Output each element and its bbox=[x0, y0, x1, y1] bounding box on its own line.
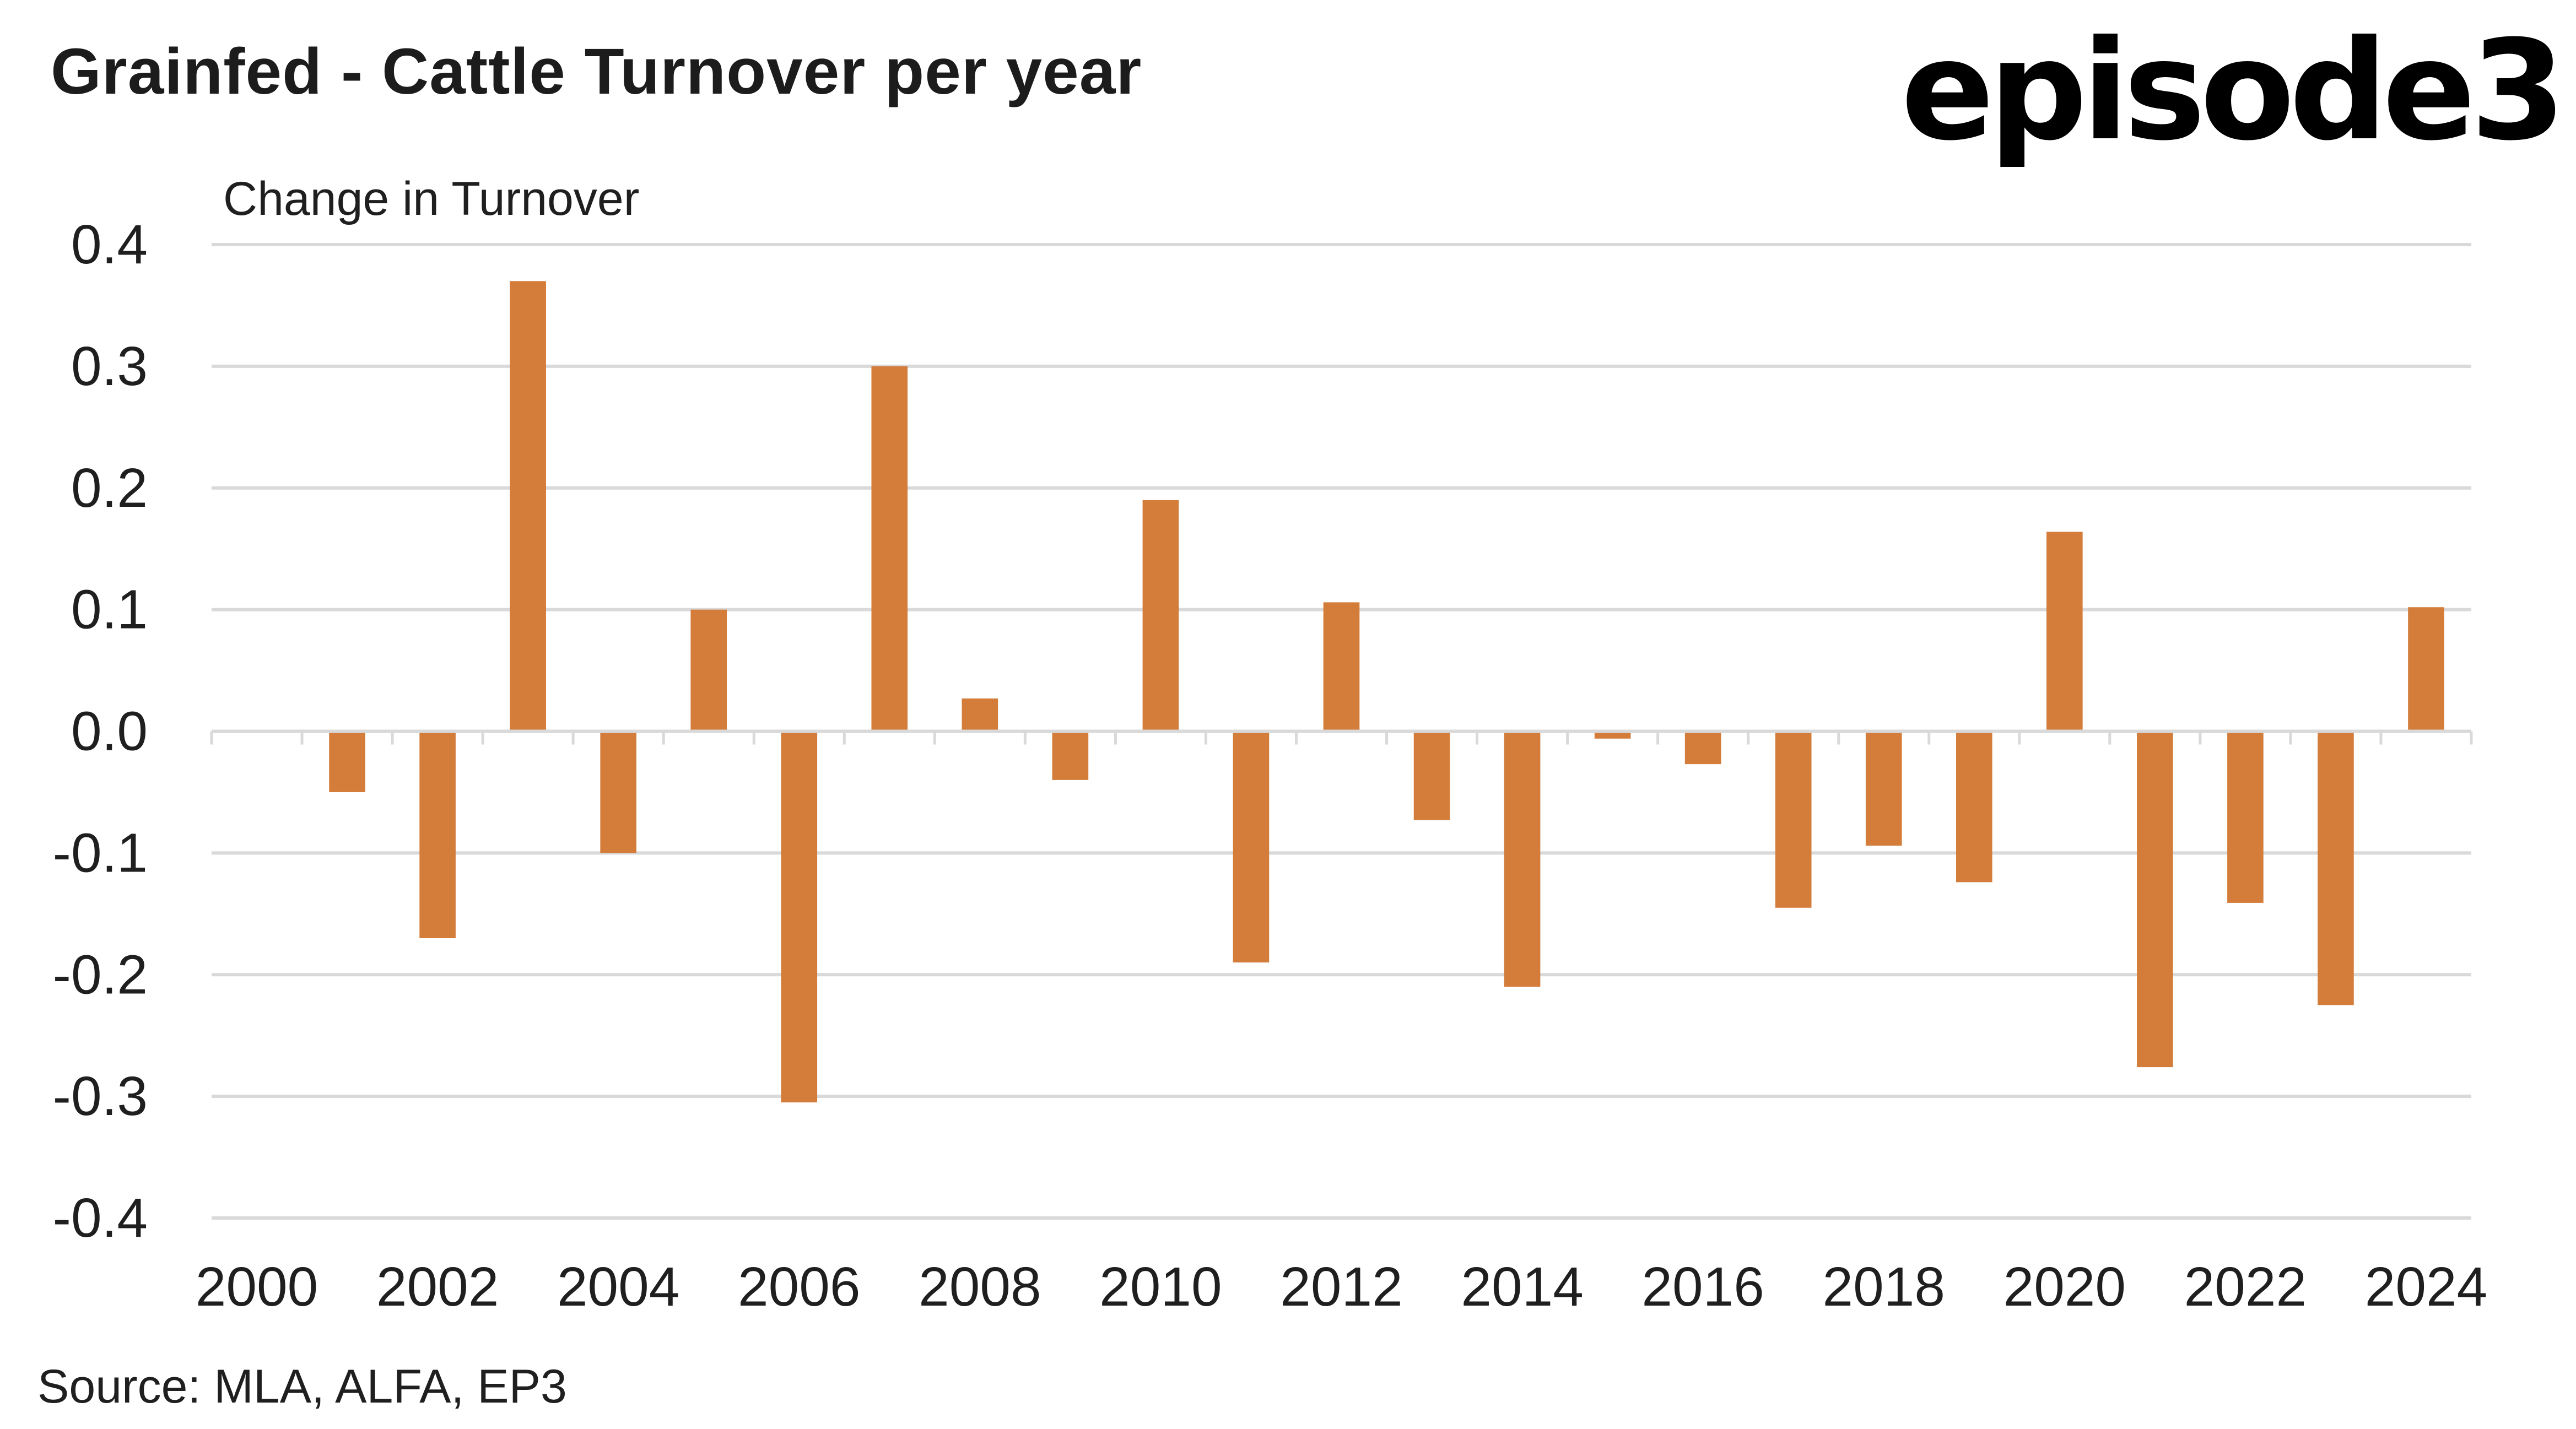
bar-2008 bbox=[962, 698, 998, 732]
episode3-logo: episode3 bbox=[1900, 10, 2566, 171]
x-tick-label: 2010 bbox=[1099, 1256, 1222, 1318]
y-tick-label: -0.1 bbox=[53, 822, 148, 884]
bar-2010 bbox=[1142, 500, 1179, 732]
bar-2021 bbox=[2137, 731, 2173, 1068]
bar-2002 bbox=[419, 731, 456, 938]
y-tick-label: 0.0 bbox=[71, 701, 148, 762]
bar-2019 bbox=[1956, 731, 1992, 883]
x-tick-label: 2000 bbox=[196, 1256, 318, 1318]
bar-2020 bbox=[2046, 532, 2083, 732]
x-tick-label: 2006 bbox=[738, 1256, 860, 1318]
x-tick-label: 2016 bbox=[1641, 1256, 1764, 1318]
y-tick-label: -0.4 bbox=[53, 1187, 148, 1249]
y-axis-label: Change in Turnover bbox=[223, 172, 640, 225]
source-note: Source: MLA, ALFA, EP3 bbox=[37, 1360, 567, 1413]
x-tick-label: 2012 bbox=[1280, 1256, 1402, 1318]
bar-2016 bbox=[1684, 731, 1721, 765]
bars bbox=[329, 281, 2444, 1103]
chart-title: Grainfed - Cattle Turnover per year bbox=[51, 35, 1142, 108]
y-tick-label: 0.3 bbox=[71, 335, 148, 397]
bar-2014 bbox=[1504, 731, 1541, 987]
bar-2012 bbox=[1323, 602, 1360, 732]
y-tick-label: 0.1 bbox=[71, 579, 148, 641]
bar-2003 bbox=[510, 281, 546, 732]
x-tick-label: 2002 bbox=[376, 1256, 499, 1318]
bar-2006 bbox=[781, 731, 818, 1103]
bar-2015 bbox=[1594, 731, 1631, 739]
bar-2011 bbox=[1233, 731, 1270, 963]
y-tick-label: 0.4 bbox=[71, 214, 148, 275]
bar-2001 bbox=[329, 731, 365, 792]
x-tick-label: 2018 bbox=[1823, 1256, 1945, 1318]
x-tick-label: 2022 bbox=[2184, 1256, 2307, 1318]
bar-2007 bbox=[871, 366, 908, 732]
bar-2017 bbox=[1775, 731, 1812, 908]
x-axis bbox=[210, 729, 2473, 745]
x-tick-labels: 2000 2002 2004 2006 2008 2010 2012 2014 2016 2018… bbox=[196, 1256, 2487, 1318]
bar-2004 bbox=[600, 731, 636, 853]
x-tick-label: 2014 bbox=[1461, 1256, 1583, 1318]
x-tick-label: 2020 bbox=[2003, 1256, 2126, 1318]
x-tick-label: 2004 bbox=[557, 1256, 679, 1318]
bar-2005 bbox=[690, 609, 727, 732]
bar-2013 bbox=[1413, 731, 1450, 820]
bar-2018 bbox=[1865, 731, 1902, 846]
bar-2022 bbox=[2227, 731, 2264, 903]
y-tick-label: 0.2 bbox=[71, 457, 148, 519]
x-tick-label: 2008 bbox=[919, 1256, 1041, 1318]
bar-2009 bbox=[1052, 731, 1089, 780]
x-tick-label: 2024 bbox=[2365, 1256, 2487, 1318]
y-tick-label: -0.3 bbox=[53, 1065, 148, 1127]
y-tick-labels: 0.4 0.3 0.2 0.1 0.0 -0.1 -0.2 -0.3 -0.4 bbox=[53, 214, 148, 1249]
bar-2023 bbox=[2318, 731, 2354, 1005]
y-tick-label: -0.2 bbox=[53, 944, 148, 1005]
bar-2024 bbox=[2408, 607, 2444, 732]
